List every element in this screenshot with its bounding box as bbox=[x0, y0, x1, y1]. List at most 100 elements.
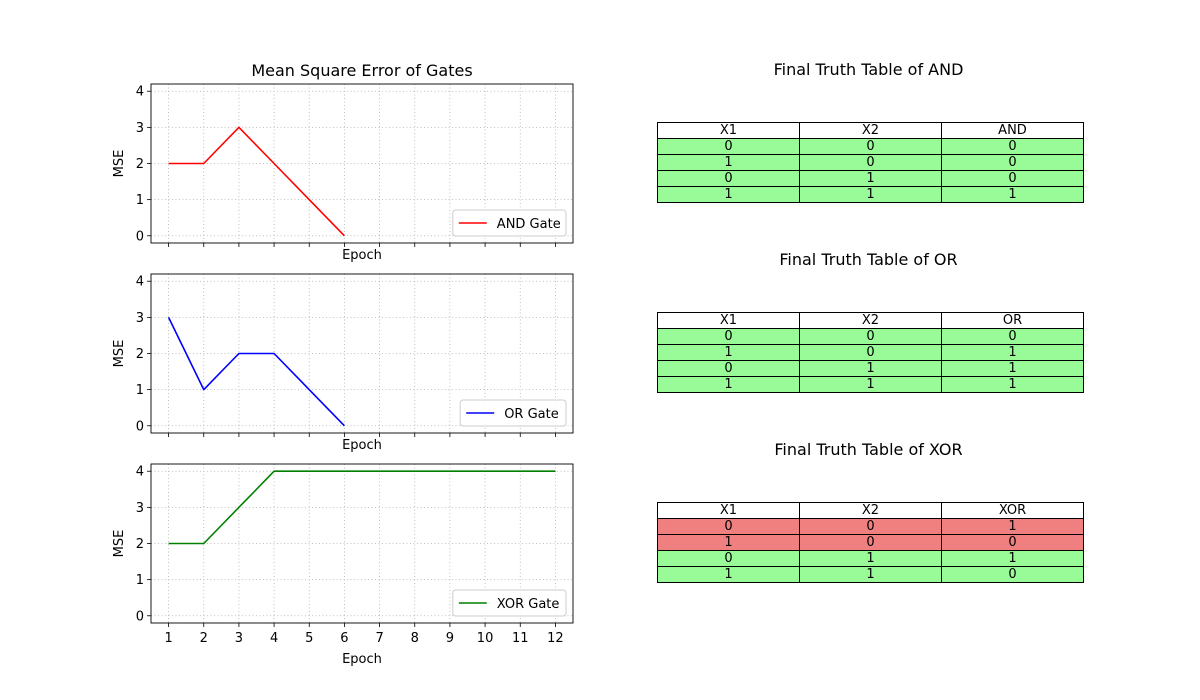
legend-box bbox=[459, 399, 567, 427]
table-header-cell: X2 bbox=[799, 502, 942, 519]
x-tick-label: 10 bbox=[477, 631, 494, 646]
table-cell: 0 bbox=[799, 344, 942, 361]
table-cell: 0 bbox=[941, 170, 1084, 187]
table-cell: 1 bbox=[941, 376, 1084, 393]
table-title-xor: Final Truth Table of XOR bbox=[774, 440, 963, 459]
table-cell: 1 bbox=[657, 566, 800, 583]
series-line bbox=[167, 317, 345, 427]
table-cell: 0 bbox=[941, 328, 1084, 345]
y-tick-label: 0 bbox=[136, 229, 144, 244]
legend-box bbox=[452, 589, 567, 617]
table-header-cell: X2 bbox=[799, 122, 942, 139]
table-cell: 0 bbox=[941, 154, 1084, 171]
table-header-cell: X2 bbox=[799, 312, 942, 329]
x-tick-label: 9 bbox=[446, 631, 454, 646]
y-axis-label: MSE bbox=[112, 340, 127, 368]
y-tick-label: 1 bbox=[136, 193, 144, 208]
chart-panel-1: 0 1 2 3 4 Epoch MSE OR Gate bbox=[112, 273, 574, 453]
y-tick-label: 4 bbox=[136, 85, 144, 100]
legend-label: AND Gate bbox=[497, 217, 561, 232]
legend-label: OR Gate bbox=[504, 407, 559, 422]
table-cell: 1 bbox=[799, 566, 942, 583]
y-tick-label: 3 bbox=[136, 311, 144, 326]
legend: OR Gate bbox=[459, 399, 567, 427]
table-cell: 1 bbox=[941, 360, 1084, 377]
table-cell: 0 bbox=[799, 138, 942, 155]
y-tick-label: 1 bbox=[136, 383, 144, 398]
axes-frame bbox=[150, 463, 574, 624]
table-cell: 1 bbox=[657, 376, 800, 393]
y-tick-label: 2 bbox=[136, 347, 144, 362]
x-tick-label: 6 bbox=[340, 631, 348, 646]
table-cell: 1 bbox=[941, 186, 1084, 203]
x-axis-label: Epoch bbox=[342, 438, 382, 453]
legend-label: XOR Gate bbox=[497, 597, 560, 612]
truth-table-xor: X1 X2 XOR 0 0 1 1 0 0 0 1 1 1 1 0 bbox=[657, 502, 1084, 583]
table-cell: 1 bbox=[941, 518, 1084, 535]
table-cell: 1 bbox=[657, 186, 800, 203]
x-tick-label: 8 bbox=[411, 631, 419, 646]
legend: XOR Gate bbox=[452, 589, 567, 617]
table-header-row: X1 X2 OR bbox=[657, 312, 1084, 329]
table-header-cell: X1 bbox=[657, 312, 800, 329]
x-tick-label: 1 bbox=[164, 631, 172, 646]
x-tick-label: 5 bbox=[305, 631, 313, 646]
table-cell: 0 bbox=[657, 328, 800, 345]
y-tick-label: 0 bbox=[136, 609, 144, 624]
y-tick-label: 2 bbox=[136, 157, 144, 172]
x-tick-label: 11 bbox=[512, 631, 529, 646]
y-tick-label: 4 bbox=[136, 465, 144, 480]
table-cell: 1 bbox=[657, 154, 800, 171]
y-tick-label: 3 bbox=[136, 501, 144, 516]
table-header-cell: XOR bbox=[941, 502, 1084, 519]
table-header-cell: X1 bbox=[657, 122, 800, 139]
x-axis-label: Epoch bbox=[342, 248, 382, 263]
chart-panel-0: 0 1 2 3 4 Epoch MSE Mean Square Error of Gates A… bbox=[112, 61, 574, 263]
table-cell: 0 bbox=[799, 534, 942, 551]
table-cell: 1 bbox=[657, 534, 800, 551]
table-cell: 0 bbox=[941, 534, 1084, 551]
chart-title: Mean Square Error of Gates bbox=[251, 61, 472, 80]
table-cell: 1 bbox=[799, 170, 942, 187]
y-tick-label: 1 bbox=[136, 573, 144, 588]
truth-table-and: X1 X2 AND 0 0 0 1 0 0 0 1 0 1 1 1 bbox=[657, 122, 1084, 203]
table-header-cell: AND bbox=[941, 122, 1084, 139]
x-axis-label: Epoch bbox=[342, 652, 382, 667]
x-tick-label: 12 bbox=[547, 631, 564, 646]
table-header-cell: OR bbox=[941, 312, 1084, 329]
table-header-row: X1 X2 AND bbox=[657, 122, 1084, 139]
x-tick-label: 7 bbox=[375, 631, 383, 646]
y-tick-label: 0 bbox=[136, 419, 144, 434]
table-cell: 1 bbox=[941, 344, 1084, 361]
series-line bbox=[168, 126, 345, 237]
table-title-or: Final Truth Table of OR bbox=[779, 250, 958, 269]
series-line bbox=[168, 470, 556, 545]
axes-frame bbox=[150, 83, 574, 244]
table-cell: 0 bbox=[799, 328, 942, 345]
truth-table-or: X1 X2 OR 0 0 0 1 0 1 0 1 1 1 1 1 bbox=[657, 312, 1084, 393]
x-tick-label: 2 bbox=[200, 631, 208, 646]
table-cell: 0 bbox=[657, 138, 800, 155]
table-cell: 0 bbox=[941, 138, 1084, 155]
legend-box bbox=[452, 209, 567, 237]
y-axis-label: MSE bbox=[112, 150, 127, 178]
table-cell: 0 bbox=[657, 550, 800, 567]
y-tick-label: 2 bbox=[136, 537, 144, 552]
table-cell: 0 bbox=[799, 518, 942, 535]
table-cell: 1 bbox=[799, 376, 942, 393]
table-cell: 1 bbox=[799, 550, 942, 567]
table-cell: 1 bbox=[799, 360, 942, 377]
table-cell: 0 bbox=[799, 154, 942, 171]
y-tick-label: 4 bbox=[136, 275, 144, 290]
table-title-and: Final Truth Table of AND bbox=[773, 60, 964, 79]
